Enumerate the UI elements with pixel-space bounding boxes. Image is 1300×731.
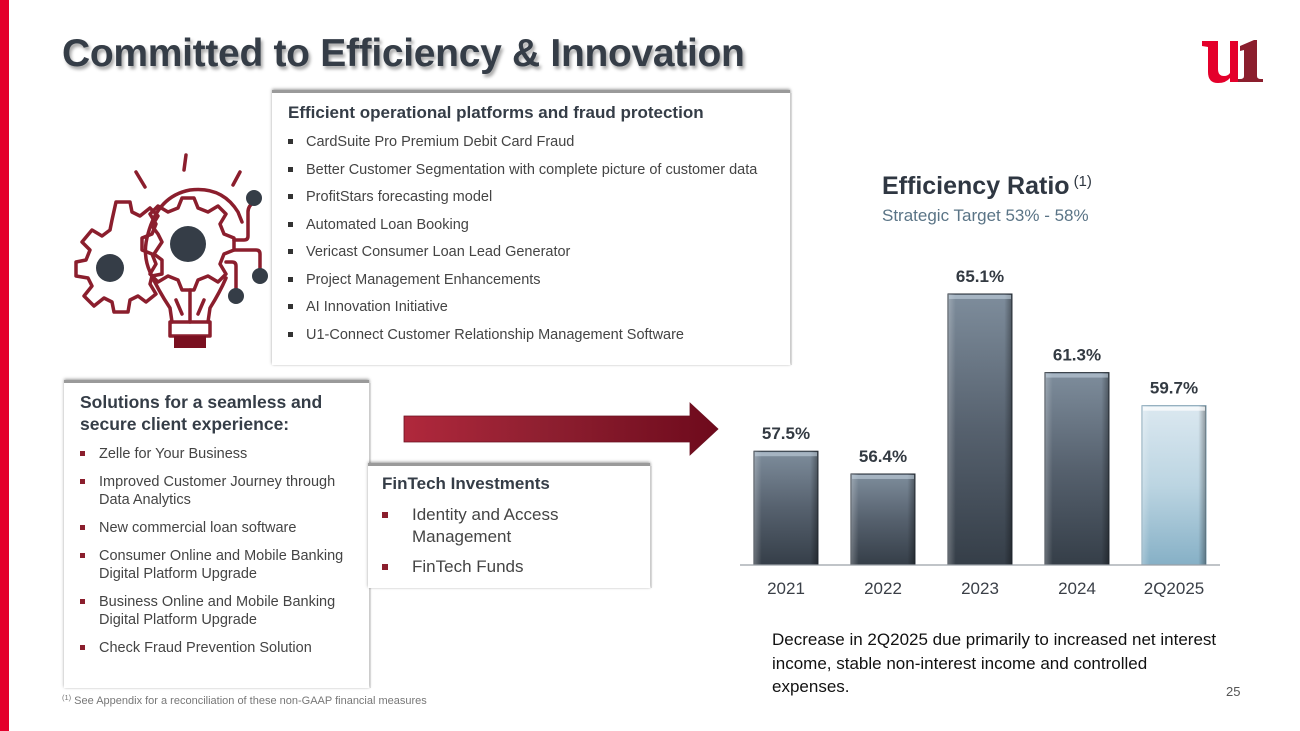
solutions-card-title: Solutions for a seamless and secure clie… — [80, 392, 323, 434]
chart-commentary: Decrease in 2Q2025 due primarily to incr… — [772, 630, 1217, 696]
footnote-marker: (1) — [62, 693, 72, 702]
bullet-icon — [382, 564, 388, 570]
slide-title: Committed to Efficiency & Innovation — [62, 32, 745, 75]
list-item: Improved Customer Journey through Data A… — [80, 473, 365, 509]
x-tick-label-2Q2025: 2Q2025 — [1144, 579, 1205, 598]
efficiency-ratio-chart: 57.5% 2021 56.4% 2022 65.1% 2023 61.3% 2024 59.7… — [740, 267, 1220, 598]
bullet-icon — [80, 645, 85, 650]
bar-bevel — [851, 473, 915, 565]
x-tick-label-2023: 2023 — [961, 579, 999, 598]
bar-2022 — [850, 473, 916, 566]
list-item: AI Innovation Initiative — [288, 298, 783, 316]
fintech-list: Identity and Access Management FinTech F… — [382, 504, 637, 586]
x-tick-label-2021: 2021 — [767, 579, 805, 598]
bulb-socket — [174, 336, 206, 348]
bullet-icon — [288, 166, 293, 172]
list-item: CardSuite Pro Premium Debit Card Fraud — [288, 133, 783, 151]
list-item: Identity and Access Management — [382, 504, 637, 548]
list-item: ProfitStars forecasting model — [288, 188, 783, 206]
data-label-2022: 56.4% — [859, 447, 907, 466]
bar-bevel — [948, 293, 1012, 565]
list-item: Business Online and Mobile Banking Digit… — [80, 593, 365, 629]
lightbulb-gears-icon — [74, 153, 268, 348]
list-item: Consumer Online and Mobile Banking Digit… — [80, 547, 365, 583]
bar-2021 — [753, 450, 819, 566]
bullet-icon — [288, 304, 293, 309]
bar-top-bevel — [949, 294, 1011, 299]
data-label-2024: 61.3% — [1053, 346, 1101, 365]
logo-u-glyph — [1202, 41, 1238, 83]
fintech-card-title: FinTech Investments — [382, 474, 550, 493]
list-item: U1-Connect Customer Relationship Managem… — [288, 326, 783, 344]
chart-title-footnote-marker: (1) — [1073, 173, 1092, 190]
bullet-icon — [80, 479, 85, 484]
bullet-icon — [288, 276, 293, 282]
bullet-icon — [80, 525, 85, 530]
bullet-icon — [288, 139, 293, 144]
list-item: Automated Loan Booking — [288, 216, 783, 234]
accent-bar — [0, 0, 9, 731]
list-item: Better Customer Segmentation with comple… — [288, 161, 783, 179]
data-label-2021: 57.5% — [762, 424, 810, 443]
list-item: Zelle for Your Business — [80, 445, 365, 463]
solutions-list: Zelle for Your Business Improved Custome… — [80, 445, 365, 667]
x-tick-label-2022: 2022 — [864, 579, 902, 598]
list-item: Project Management Enhancements — [288, 271, 783, 289]
chart-title: Efficiency Ratio (1) — [882, 172, 1092, 200]
bullet-icon — [288, 249, 293, 254]
bullet-icon — [382, 512, 388, 518]
bar-bevel — [1142, 405, 1206, 565]
footnote: (1) See Appendix for a reconciliation of … — [62, 693, 427, 707]
fintech-card: FinTech Investments Identity and Access … — [368, 463, 652, 588]
u1-logo — [1202, 40, 1263, 83]
data-label-2Q2025: 59.7% — [1150, 379, 1198, 398]
solutions-card: Solutions for a seamless and secure clie… — [64, 380, 371, 688]
bar-bevel — [754, 451, 818, 565]
bullet-icon — [80, 451, 85, 456]
bar-2024 — [1044, 372, 1110, 566]
bullet-icon — [288, 194, 293, 199]
list-item: FinTech Funds — [382, 556, 637, 578]
arrow-right-icon — [403, 402, 719, 456]
bullet-icon — [80, 553, 85, 558]
list-item: Check Fraud Prevention Solution — [80, 639, 365, 657]
x-tick-label-2024: 2024 — [1058, 579, 1096, 598]
bar-top-bevel — [1046, 373, 1108, 378]
logo-1-glyph — [1238, 40, 1263, 82]
bar-2Q2025 — [1141, 405, 1207, 566]
bullet-icon — [80, 599, 85, 604]
bullet-icon — [288, 331, 293, 337]
bar-top-bevel — [755, 452, 817, 457]
operations-list: CardSuite Pro Premium Debit Card Fraud B… — [288, 133, 783, 353]
operations-card-title: Efficient operational platforms and frau… — [288, 103, 704, 122]
bar-bevel — [1045, 372, 1109, 565]
operations-card: Efficient operational platforms and frau… — [272, 90, 792, 365]
list-item: Vericast Consumer Loan Lead Generator — [288, 243, 783, 261]
chart-subtitle: Strategic Target 53% - 58% — [882, 206, 1089, 225]
data-label-2023: 65.1% — [956, 267, 1004, 286]
page-number: 25 — [1226, 684, 1241, 699]
bar-top-bevel — [1143, 406, 1205, 411]
bar-top-bevel — [852, 474, 914, 479]
list-item: New commercial loan software — [80, 519, 365, 537]
bar-2023 — [947, 293, 1013, 566]
bullet-icon — [288, 221, 293, 227]
